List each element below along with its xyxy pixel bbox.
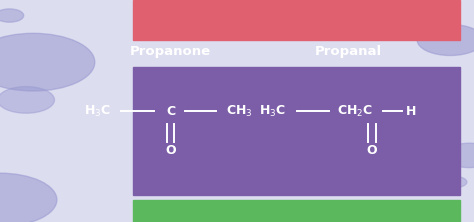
Text: CH$_3$: CH$_3$ xyxy=(226,103,253,119)
Circle shape xyxy=(443,176,467,188)
Text: Propanal: Propanal xyxy=(315,45,382,57)
Bar xyxy=(133,67,460,195)
Circle shape xyxy=(417,24,474,56)
Bar xyxy=(133,200,460,222)
Bar xyxy=(133,0,460,40)
Text: O: O xyxy=(165,145,176,157)
Circle shape xyxy=(0,173,57,222)
Circle shape xyxy=(0,87,55,113)
Circle shape xyxy=(0,9,24,22)
Text: Propanone: Propanone xyxy=(130,45,211,57)
Text: H$_3$C: H$_3$C xyxy=(84,103,110,119)
Circle shape xyxy=(443,143,474,168)
Text: O: O xyxy=(367,145,377,157)
Text: H$_3$C: H$_3$C xyxy=(259,103,286,119)
Text: CH$_2$C: CH$_2$C xyxy=(337,103,374,119)
Circle shape xyxy=(0,33,95,91)
Text: H: H xyxy=(406,105,417,117)
Text: C: C xyxy=(166,105,175,117)
